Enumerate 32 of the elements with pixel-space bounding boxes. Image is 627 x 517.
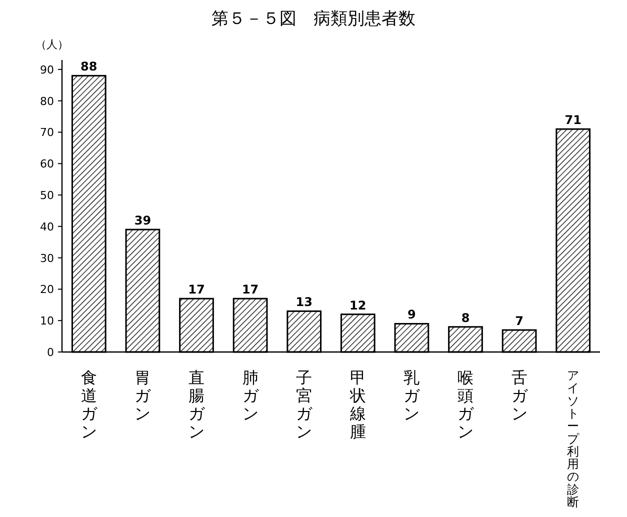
y-axis-title: （人） [36, 38, 68, 51]
x-tick-label: 喉頭ガン [458, 368, 474, 441]
y-tick-label: 50 [40, 189, 54, 202]
data-label: 8 [461, 310, 470, 325]
x-tick-label: 直腸ガン [188, 368, 206, 441]
y-tick-label: 60 [40, 158, 54, 171]
x-tick-label: 肺ガン [242, 368, 260, 423]
category-label: アイソトープ利用の診断 [567, 368, 580, 509]
y-tick-label: 10 [40, 314, 54, 328]
chart-title: 第５－５図 病類別患者数 [212, 9, 416, 29]
data-label: 13 [296, 295, 312, 310]
data-label: 7 [515, 314, 524, 328]
x-tick-label: 胃ガン [134, 368, 152, 423]
y-tick-label: 90 [40, 63, 54, 76]
x-tick-label: 甲状線腫 [348, 368, 366, 441]
y-tick-label: 70 [40, 126, 54, 140]
data-label: 17 [242, 282, 259, 297]
y-tick-label: 80 [40, 94, 54, 108]
x-tick-label: 食道ガン [80, 368, 98, 441]
data-label: 88 [80, 60, 98, 74]
data-label: 12 [350, 298, 366, 312]
data-label: 9 [408, 308, 416, 322]
x-tick-label: 乳ガン [404, 368, 421, 423]
data-label: 71 [564, 113, 582, 128]
y-tick-label: 40 [40, 220, 54, 234]
y-tick-label: 0 [47, 346, 54, 359]
data-label: 39 [134, 214, 152, 228]
x-tick-label: 子宮ガン [296, 368, 314, 441]
data-label: 17 [188, 282, 205, 297]
y-tick-label: 20 [40, 283, 54, 296]
x-tick-label: 舌ガン [511, 368, 528, 423]
y-tick-label: 30 [40, 252, 54, 265]
